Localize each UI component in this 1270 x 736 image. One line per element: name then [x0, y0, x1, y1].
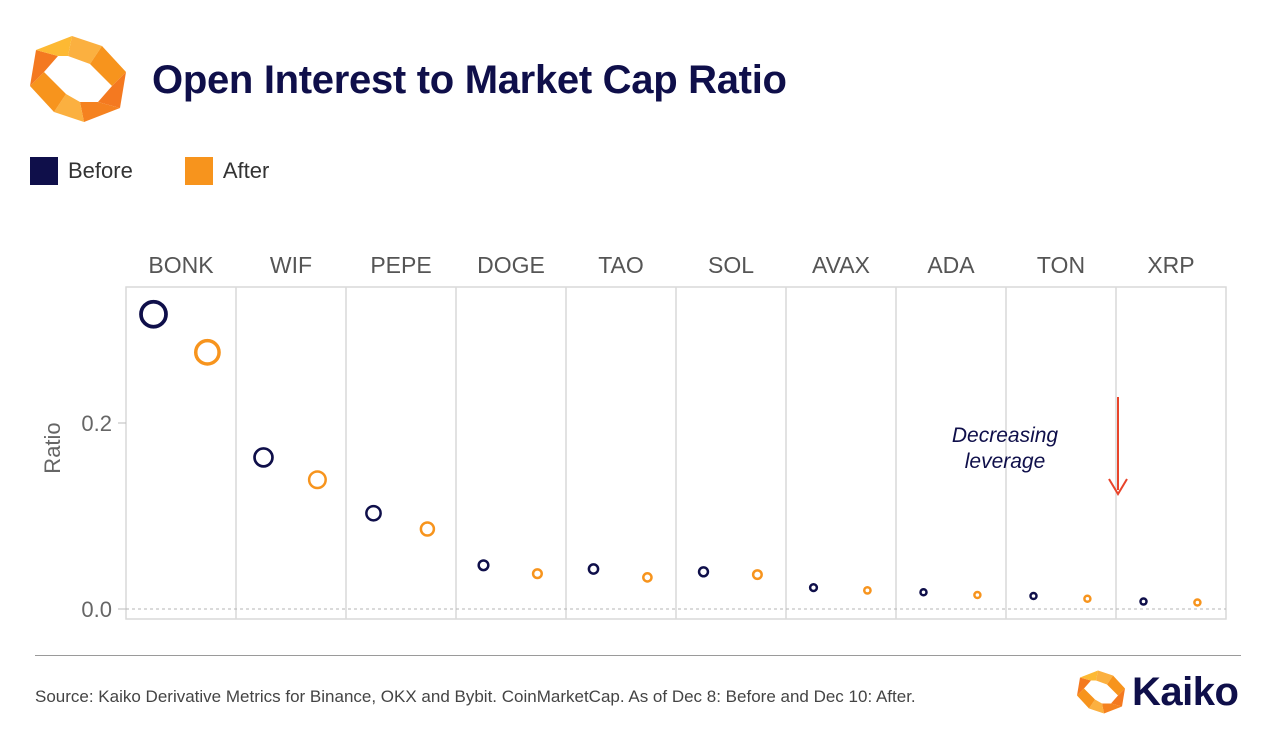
legend-label-after: After	[222, 158, 270, 183]
kaiko-logo-icon	[30, 36, 126, 122]
data-point-before	[1139, 597, 1148, 606]
brand-name: Kaiko	[1132, 669, 1239, 714]
y-axis-label: Ratio	[40, 422, 65, 473]
annotation-text-line1: Decreasing	[952, 424, 1059, 447]
category-label: XRP	[1147, 252, 1194, 278]
annotation-text-line2: leverage	[965, 450, 1046, 473]
data-point-before	[365, 504, 382, 522]
page-title: Open Interest to Market Cap Ratio	[152, 58, 787, 102]
data-point-after	[973, 590, 982, 600]
y-tick-label: 0.0	[81, 597, 112, 622]
data-point-before	[919, 588, 928, 597]
data-point-after	[419, 521, 436, 537]
legend-label-before: Before	[68, 158, 133, 183]
data-point-before	[697, 566, 710, 578]
category-label: PEPE	[370, 252, 431, 278]
data-point-before	[253, 447, 274, 468]
legend-swatch-after	[184, 157, 213, 185]
source-note: Source: Kaiko Derivative Metrics for Bin…	[35, 687, 916, 706]
data-point-after	[1193, 598, 1202, 607]
data-point-after	[193, 338, 221, 366]
data-point-before	[139, 299, 168, 329]
category-label: DOGE	[477, 252, 545, 278]
kaiko-brand-icon	[1077, 670, 1125, 714]
legend-item-before: Before	[30, 157, 133, 185]
data-point-before	[808, 582, 819, 593]
legend: Before After	[30, 157, 321, 185]
category-label: TON	[1037, 252, 1085, 278]
category-label: WIF	[270, 252, 312, 278]
data-point-after	[1083, 594, 1092, 604]
category-label: ADA	[927, 252, 975, 278]
data-point-before	[1029, 591, 1038, 601]
brand-mark: Kaiko	[1076, 668, 1239, 716]
y-tick-label: 0.2	[81, 411, 112, 436]
data-point-after	[642, 572, 653, 583]
data-point-after	[307, 470, 327, 490]
legend-item-after: After	[184, 157, 270, 185]
data-point-after	[863, 586, 872, 595]
data-point-after	[751, 569, 763, 581]
data-point-after	[531, 568, 543, 580]
data-point-before	[477, 559, 490, 572]
category-label: SOL	[708, 252, 754, 278]
annotation-arrow-head	[1108, 478, 1128, 496]
category-label: AVAX	[812, 252, 870, 278]
footer-divider	[35, 655, 1241, 656]
category-label: TAO	[598, 252, 644, 278]
data-point-before	[587, 563, 600, 575]
category-label: BONK	[148, 252, 214, 278]
legend-swatch-before	[30, 157, 58, 185]
